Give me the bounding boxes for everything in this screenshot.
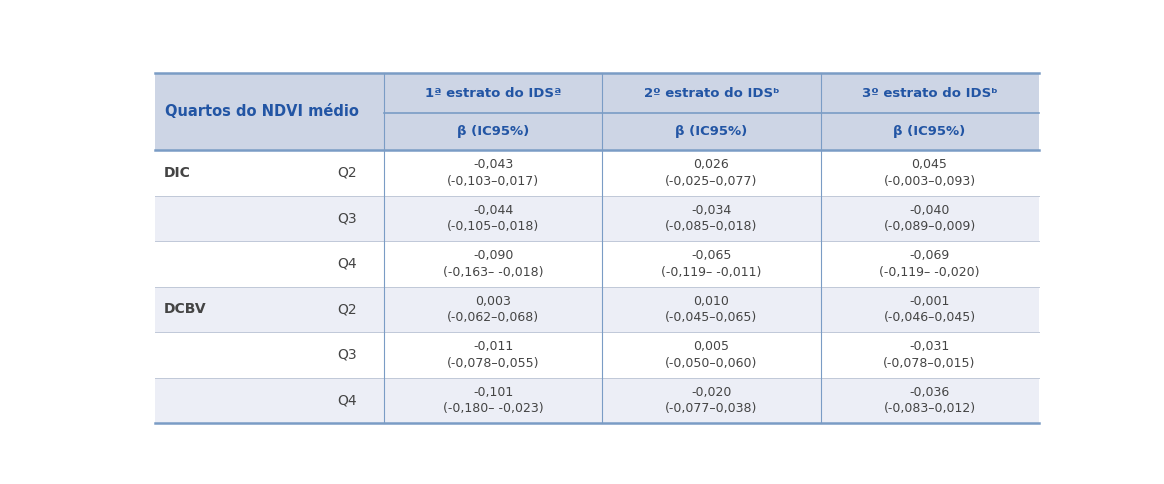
Text: Q4: Q4 xyxy=(338,393,356,408)
Text: β (IC95%): β (IC95%) xyxy=(457,125,530,138)
Bar xyxy=(155,332,1038,378)
Text: 2º estrato do IDSᵇ: 2º estrato do IDSᵇ xyxy=(644,87,779,100)
Text: 0,003
(-0,062–0,068): 0,003 (-0,062–0,068) xyxy=(447,295,539,324)
Text: 3º estrato do IDSᵇ: 3º estrato do IDSᵇ xyxy=(861,87,998,100)
Bar xyxy=(155,287,1038,332)
Bar xyxy=(155,73,384,150)
Text: -0,069
(-0,119– -0,020): -0,069 (-0,119– -0,020) xyxy=(879,249,980,279)
Text: Q3: Q3 xyxy=(338,212,356,226)
Text: 1ª estrato do IDSª: 1ª estrato do IDSª xyxy=(425,87,561,100)
Text: Q2: Q2 xyxy=(338,166,356,180)
Text: 0,010
(-0,045–0,065): 0,010 (-0,045–0,065) xyxy=(666,295,758,324)
Text: -0,043
(-0,103–0,017): -0,043 (-0,103–0,017) xyxy=(447,158,539,188)
Bar xyxy=(603,73,821,113)
Bar xyxy=(821,113,1038,150)
Text: 0,005
(-0,050–0,060): 0,005 (-0,050–0,060) xyxy=(666,340,758,370)
Text: Quartos do NDVI médio: Quartos do NDVI médio xyxy=(165,104,360,119)
Text: -0,011
(-0,078–0,055): -0,011 (-0,078–0,055) xyxy=(447,340,540,370)
Bar xyxy=(155,378,1038,424)
Text: -0,040
(-0,089–0,009): -0,040 (-0,089–0,009) xyxy=(883,204,975,233)
Text: -0,036
(-0,083–0,012): -0,036 (-0,083–0,012) xyxy=(883,386,975,415)
Text: Q2: Q2 xyxy=(338,302,356,317)
Text: -0,065
(-0,119– -0,011): -0,065 (-0,119– -0,011) xyxy=(661,249,761,279)
Bar xyxy=(603,113,821,150)
Bar xyxy=(155,196,1038,241)
Text: -0,044
(-0,105–0,018): -0,044 (-0,105–0,018) xyxy=(447,204,540,233)
Bar xyxy=(821,73,1038,113)
Bar xyxy=(155,241,1038,287)
Text: β (IC95%): β (IC95%) xyxy=(675,125,747,138)
Text: DIC: DIC xyxy=(163,166,191,180)
Bar xyxy=(155,150,1038,196)
Text: -0,090
(-0,163– -0,018): -0,090 (-0,163– -0,018) xyxy=(443,249,544,279)
Text: -0,034
(-0,085–0,018): -0,034 (-0,085–0,018) xyxy=(666,204,758,233)
Bar xyxy=(384,73,603,113)
Text: -0,101
(-0,180– -0,023): -0,101 (-0,180– -0,023) xyxy=(443,386,544,415)
Text: DCBV: DCBV xyxy=(163,302,206,317)
Text: Q4: Q4 xyxy=(338,257,356,271)
Text: -0,001
(-0,046–0,045): -0,001 (-0,046–0,045) xyxy=(883,295,975,324)
Text: -0,020
(-0,077–0,038): -0,020 (-0,077–0,038) xyxy=(666,386,758,415)
Text: 0,045
(-0,003–0,093): 0,045 (-0,003–0,093) xyxy=(883,158,975,188)
Text: 0,026
(-0,025–0,077): 0,026 (-0,025–0,077) xyxy=(666,158,758,188)
Text: -0,031
(-0,078–0,015): -0,031 (-0,078–0,015) xyxy=(883,340,975,370)
Bar xyxy=(384,113,603,150)
Text: β (IC95%): β (IC95%) xyxy=(894,125,966,138)
Text: Q3: Q3 xyxy=(338,348,356,362)
